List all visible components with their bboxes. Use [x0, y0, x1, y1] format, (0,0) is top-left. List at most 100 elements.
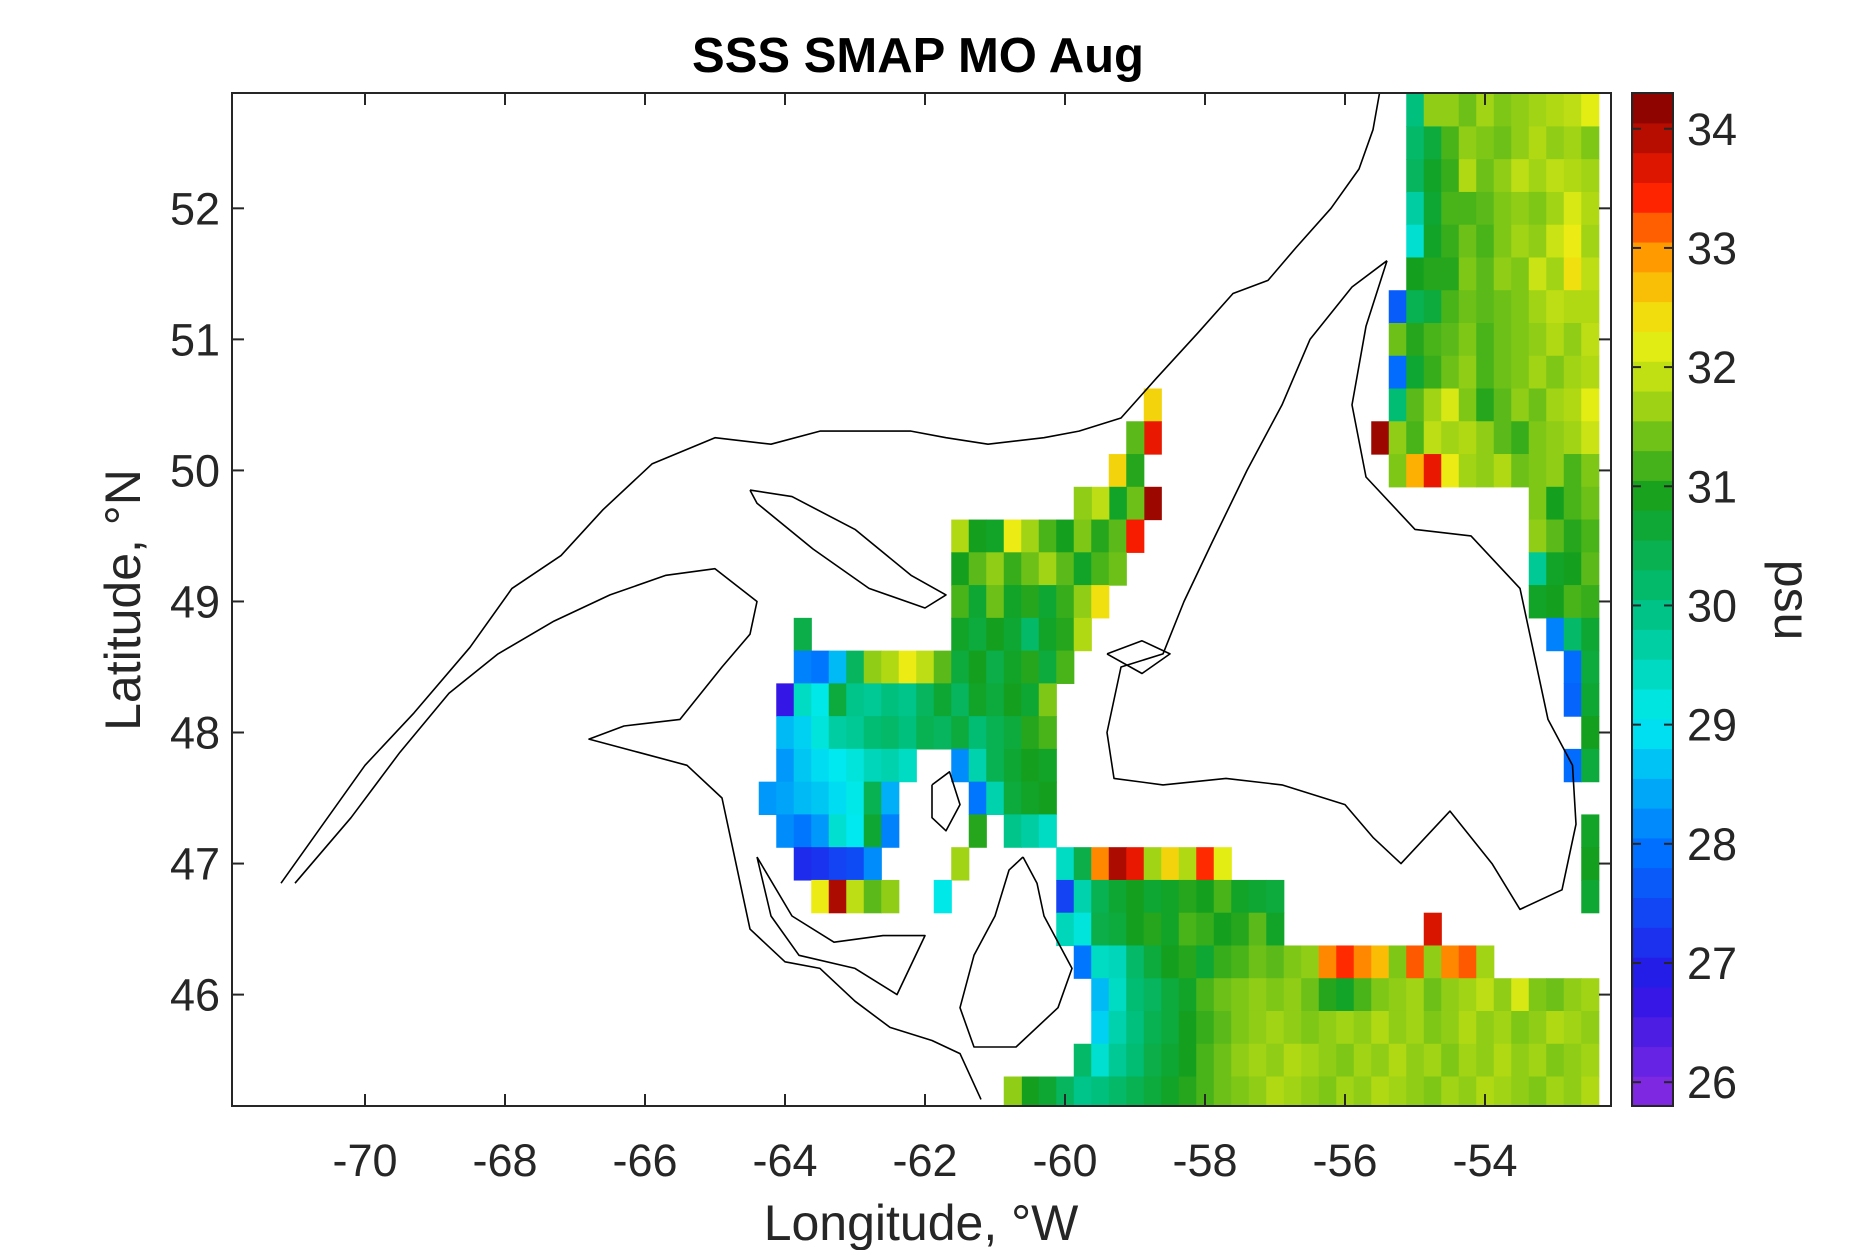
salinity-cell: [1546, 388, 1565, 422]
salinity-cell: [1231, 1076, 1250, 1106]
salinity-cell: [1091, 1043, 1110, 1078]
salinity-cell: [1563, 683, 1582, 717]
salinity-cell: [1458, 290, 1477, 324]
y-tick-label: 52: [170, 183, 220, 234]
salinity-cell: [1423, 159, 1442, 193]
colorbar-segment: [1632, 301, 1673, 332]
x-tick-label: -68: [472, 1135, 537, 1186]
salinity-cell: [1003, 748, 1022, 783]
coastline-cape-breton-island: [959, 856, 1073, 1048]
salinity-cell: [1073, 552, 1092, 586]
salinity-cell: [1441, 1010, 1460, 1045]
colorbar-tick-label: 26: [1687, 1057, 1737, 1108]
salinity-cell: [1511, 1076, 1530, 1106]
salinity-cell: [1231, 1043, 1250, 1078]
salinity-cell: [1563, 454, 1582, 488]
salinity-cell: [968, 716, 987, 750]
salinity-cell: [968, 748, 987, 783]
colorbar-segment: [1632, 986, 1673, 1018]
salinity-cell: [1353, 1043, 1372, 1078]
salinity-cell: [881, 716, 900, 750]
salinity-cell: [1511, 191, 1530, 226]
salinity-cell: [1528, 159, 1547, 193]
salinity-cell: [1441, 355, 1460, 390]
salinity-cell: [951, 683, 970, 717]
x-tick-label: -66: [612, 1135, 677, 1186]
salinity-cell: [1301, 978, 1320, 1012]
salinity-cell: [846, 814, 865, 848]
salinity-cell: [1266, 912, 1285, 947]
salinity-cell: [1091, 486, 1110, 521]
salinity-cell: [1441, 126, 1460, 160]
salinity-cell: [1511, 1043, 1530, 1078]
colorbar-segment: [1632, 93, 1673, 124]
salinity-cell: [1406, 224, 1425, 259]
salinity-cell: [1161, 1043, 1180, 1078]
salinity-cell: [1423, 290, 1442, 324]
salinity-cell: [846, 748, 865, 783]
salinity-cell: [933, 879, 952, 914]
salinity-cell: [1196, 978, 1215, 1012]
salinity-cell: [1563, 552, 1582, 586]
salinity-cell: [1091, 519, 1110, 553]
salinity-cell: [1441, 945, 1460, 979]
salinity-cell: [1143, 912, 1162, 947]
salinity-cell: [1388, 388, 1407, 422]
salinity-cell: [1476, 454, 1495, 488]
coastline-port-au-port-peninsula: [1106, 639, 1171, 675]
salinity-cell: [1476, 388, 1495, 422]
salinity-cell: [1458, 454, 1477, 488]
salinity-cell: [793, 814, 812, 848]
colorbar-segment: [1632, 569, 1673, 601]
x-tick-label: -54: [1452, 1135, 1517, 1186]
salinity-cell: [1511, 454, 1530, 488]
salinity-cell: [1441, 159, 1460, 193]
colorbar-segment: [1632, 1046, 1673, 1077]
salinity-cell: [1108, 552, 1127, 586]
salinity-cell: [1021, 650, 1040, 684]
salinity-cell: [1021, 683, 1040, 717]
salinity-cell: [1493, 290, 1512, 324]
salinity-cell: [1476, 126, 1495, 160]
salinity-cell: [1371, 421, 1390, 455]
y-tick-label: 47: [170, 839, 220, 890]
salinity-cell: [1126, 1010, 1145, 1045]
salinity-cell: [951, 585, 970, 619]
salinity-cell: [1546, 1043, 1565, 1078]
salinity-cell: [846, 781, 865, 816]
salinity-cell: [1458, 1010, 1477, 1045]
salinity-cell: [1161, 978, 1180, 1012]
salinity-cell: [1318, 1010, 1337, 1045]
salinity-cell: [1283, 1076, 1302, 1106]
salinity-cell: [1458, 257, 1477, 291]
salinity-cell: [1108, 912, 1127, 947]
salinity-cell: [863, 683, 882, 717]
salinity-cell: [1266, 879, 1285, 914]
salinity-cell: [793, 617, 812, 652]
salinity-cell: [1406, 290, 1425, 324]
salinity-cell: [1493, 126, 1512, 160]
salinity-cell: [1546, 224, 1565, 259]
salinity-cell: [1441, 1043, 1460, 1078]
colorbar-segment: [1632, 1076, 1673, 1107]
salinity-cell: [1248, 1043, 1267, 1078]
colorbar-tick-label: 29: [1687, 700, 1737, 751]
salinity-cell: [828, 683, 847, 717]
salinity-cell: [1038, 552, 1057, 586]
salinity-cell: [1178, 978, 1197, 1012]
salinity-cell: [1406, 1076, 1425, 1106]
salinity-cell: [1423, 355, 1442, 390]
salinity-cell: [1581, 683, 1600, 717]
salinity-cell: [1476, 355, 1495, 390]
salinity-cell: [1038, 519, 1057, 553]
salinity-cell: [1423, 322, 1442, 357]
salinity-cell: [1563, 978, 1582, 1012]
salinity-cell: [1546, 191, 1565, 226]
salinity-cell: [1423, 257, 1442, 291]
salinity-cell: [1581, 847, 1600, 881]
salinity-cell: [951, 519, 970, 553]
salinity-cell: [1091, 552, 1110, 586]
colorbar-segment: [1632, 331, 1673, 362]
salinity-cell: [1546, 355, 1565, 390]
